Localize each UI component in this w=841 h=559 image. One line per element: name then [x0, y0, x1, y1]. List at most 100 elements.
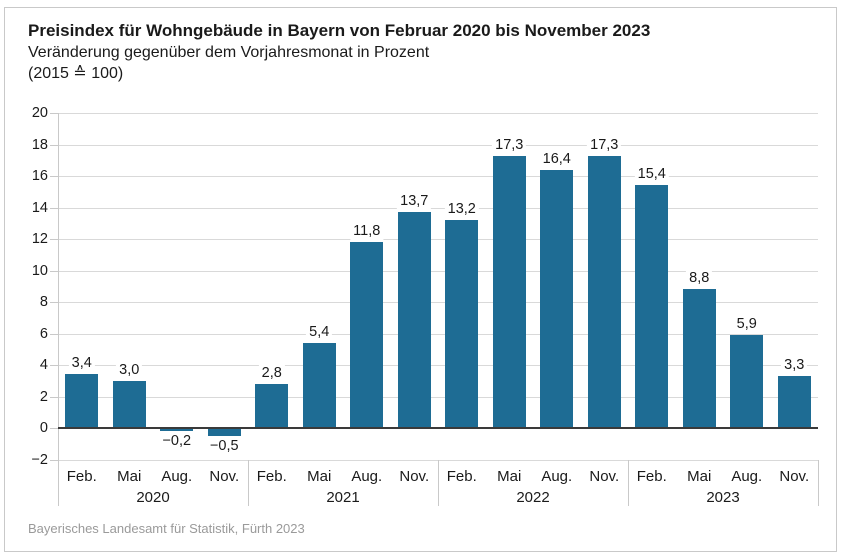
bar	[682, 289, 716, 428]
month-tick-label: Feb.	[446, 467, 477, 485]
month-tick-label: Feb.	[256, 467, 287, 485]
y-tick-label: 10	[31, 262, 48, 279]
bar-value-label: −0,2	[159, 433, 195, 451]
bar	[445, 220, 479, 428]
y-tick-label: 16	[31, 168, 48, 184]
month-tick-label: Mai	[307, 467, 332, 485]
plot-area: 20 18 16 14 12 10 8 6 4 2 0 −2 3,4 Feb. 3,0 Mai −0,2 Aug.…	[31, 105, 819, 506]
gridline	[58, 302, 818, 303]
gridline	[58, 333, 818, 335]
y-tick-label: 20	[31, 105, 48, 121]
bar-value-label: 15,4	[634, 166, 669, 184]
bar-value-label: 13,2	[444, 201, 479, 219]
y-tick-label: 4	[39, 357, 48, 373]
bar	[492, 155, 526, 428]
bar	[207, 428, 241, 436]
y-axis-tick	[50, 239, 58, 240]
y-axis-tick	[50, 459, 58, 461]
month-tick-label: Feb.	[66, 467, 97, 485]
bar	[540, 169, 574, 428]
bar	[112, 380, 146, 428]
group-divider	[438, 459, 439, 506]
y-tick-label: 8	[39, 294, 48, 310]
gridline	[58, 239, 818, 240]
gridline	[58, 176, 818, 177]
month-tick-label: Mai	[117, 467, 142, 485]
y-tick-label: 12	[31, 231, 48, 247]
y-axis-tick	[50, 365, 58, 366]
y-axis-tick	[50, 396, 58, 398]
chart-title: Preisindex für Wohngebäude in Bayern von…	[28, 21, 651, 40]
y-tick-label: 14	[31, 199, 48, 216]
y-axis-line	[58, 113, 59, 460]
month-tick-label: Nov.	[209, 467, 240, 485]
chart-subtitle: Veränderung gegenüber dem Vorjahresmonat…	[28, 44, 430, 61]
y-tick-label: −2	[31, 451, 48, 468]
bar-value-label: 5,9	[733, 316, 760, 334]
bar-value-label: 17,3	[587, 136, 622, 154]
y-axis-tick	[50, 144, 58, 146]
bar	[255, 383, 289, 428]
bar-value-label: 3,4	[68, 355, 95, 373]
year-label: 2020	[136, 488, 170, 506]
month-tick-label: Nov.	[399, 467, 430, 485]
y-axis-tick	[50, 333, 58, 335]
month-tick-label: Aug.	[161, 467, 193, 485]
month-tick-label: Mai	[497, 467, 522, 485]
group-divider	[628, 459, 629, 506]
bar-value-label: 3,3	[781, 357, 808, 375]
bar-value-label: 5,4	[306, 323, 333, 341]
bar-value-label: −0,5	[206, 437, 242, 455]
group-divider	[818, 459, 819, 506]
y-axis-tick	[50, 428, 58, 429]
month-tick-label: Aug.	[731, 467, 763, 485]
gridline	[58, 365, 818, 366]
bar	[587, 155, 621, 428]
bar	[777, 376, 811, 428]
chart-header: Preisindex für Wohngebäude in Bayern von…	[28, 20, 808, 84]
year-label: 2022	[516, 488, 550, 506]
bar	[635, 185, 669, 428]
y-tick-label: 0	[39, 420, 48, 436]
zero-line	[58, 427, 818, 429]
month-tick-label: Feb.	[636, 467, 667, 485]
gridline	[58, 396, 818, 398]
gridline	[58, 144, 818, 146]
year-label: 2023	[706, 488, 740, 506]
gridline	[58, 207, 818, 209]
y-axis-tick	[50, 176, 58, 177]
month-tick-label: Nov.	[589, 467, 620, 485]
y-tick-label: 18	[31, 136, 48, 153]
month-tick-label: Aug.	[351, 467, 383, 485]
bar-value-label: 2,8	[258, 364, 285, 382]
source-note: Bayerisches Landesamt für Statistik, Für…	[28, 521, 305, 536]
y-axis-tick	[50, 207, 58, 209]
bar	[160, 428, 194, 432]
bar-value-label: 16,4	[539, 150, 574, 168]
y-tick-label: 6	[39, 325, 48, 342]
group-divider	[58, 459, 59, 506]
y-axis-tick	[50, 302, 58, 303]
bar-value-label: 8,8	[686, 270, 713, 288]
gridline	[58, 113, 818, 114]
year-label: 2021	[326, 488, 360, 506]
bar-value-label: 11,8	[350, 223, 384, 241]
bar	[350, 242, 384, 428]
bar-value-label: 17,3	[492, 136, 527, 154]
y-axis-tick	[50, 270, 58, 272]
gridline	[58, 270, 818, 272]
bar-value-label: 13,7	[397, 193, 432, 211]
month-tick-label: Nov.	[779, 467, 810, 485]
y-axis-tick	[50, 113, 58, 114]
chart-base-note: (2015 ≙ 100)	[28, 65, 124, 82]
bar	[397, 212, 431, 428]
bar	[730, 335, 764, 428]
bar	[65, 374, 99, 428]
y-tick-label: 2	[39, 388, 48, 405]
group-divider	[248, 459, 249, 506]
month-tick-label: Aug.	[541, 467, 573, 485]
bar-value-label: 3,0	[116, 361, 143, 379]
bar	[302, 342, 336, 428]
month-tick-label: Mai	[687, 467, 712, 485]
